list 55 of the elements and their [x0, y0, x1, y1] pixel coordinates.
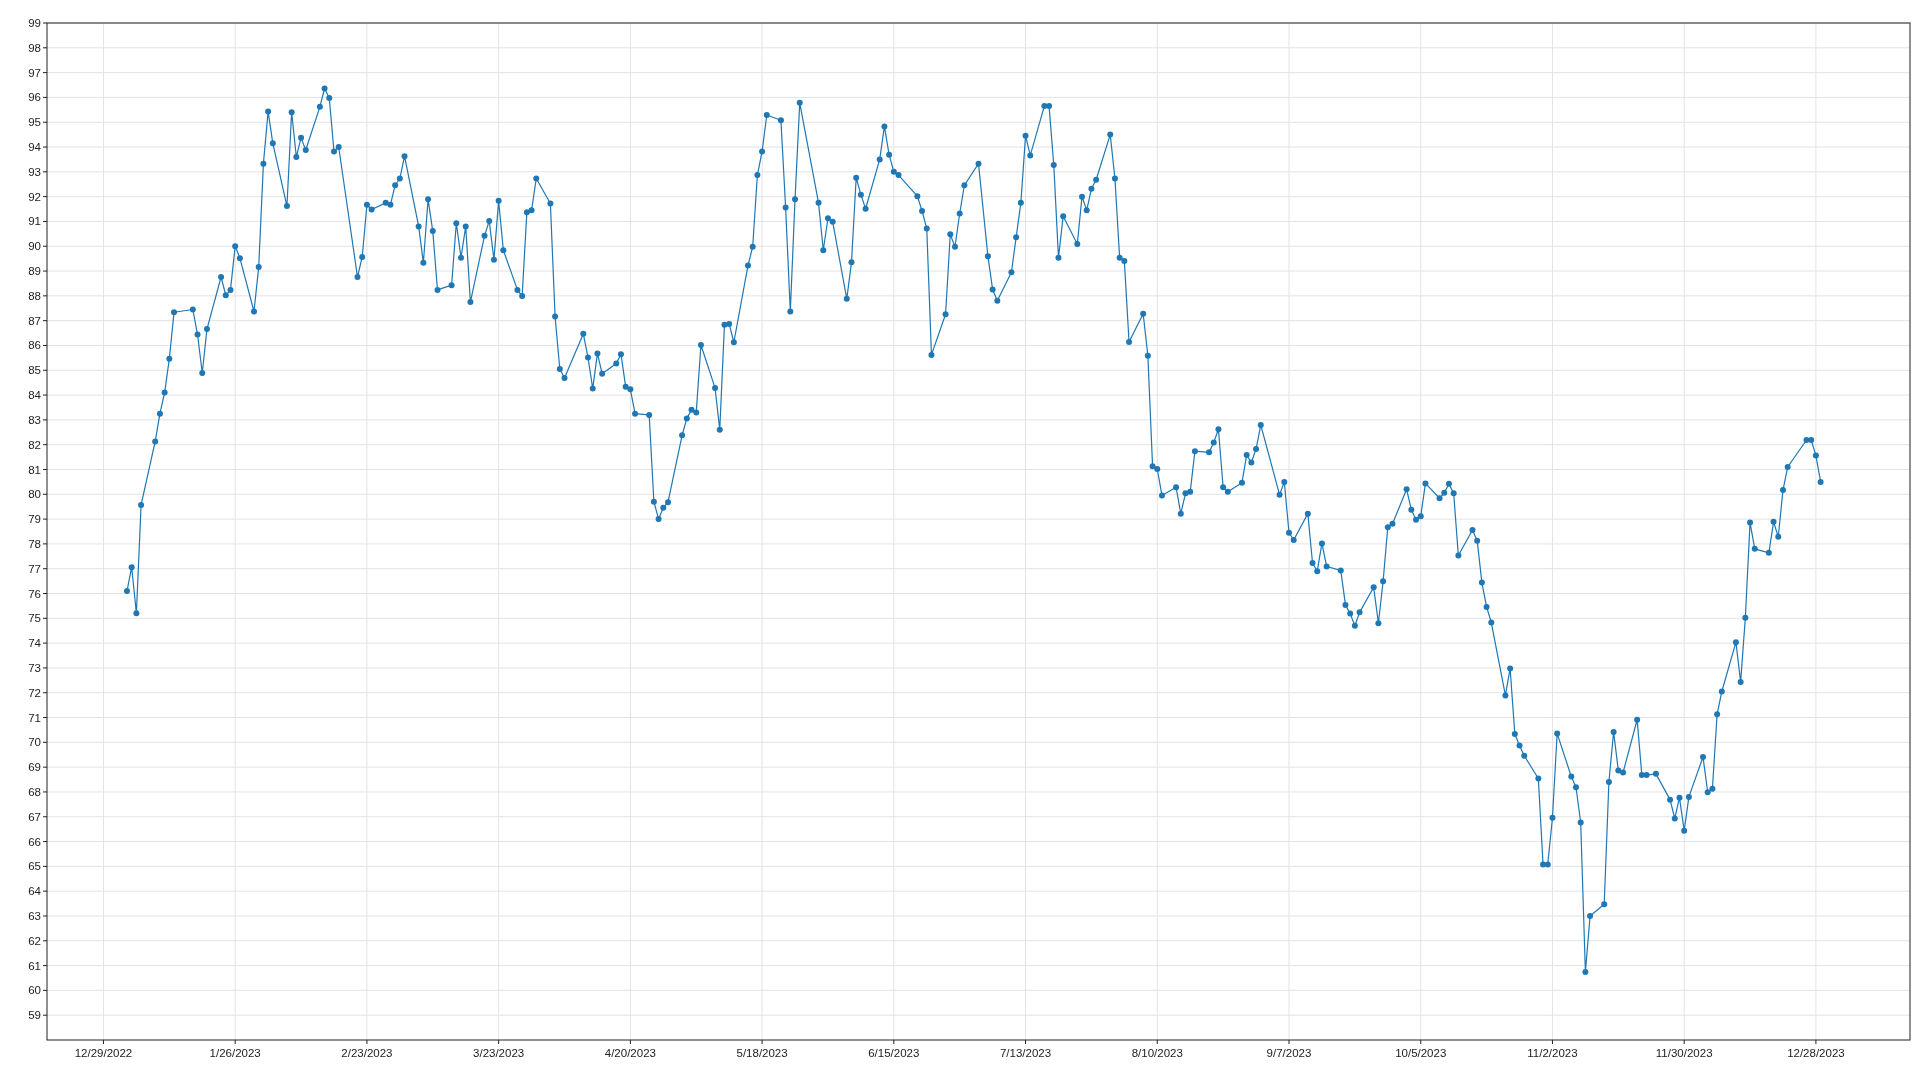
y-tick-label: 94	[28, 141, 42, 154]
y-tick-label: 61	[28, 959, 41, 972]
y-tick-label: 98	[28, 41, 41, 54]
y-tick-label: 93	[28, 165, 41, 178]
y-tick-label: 73	[28, 661, 41, 674]
y-tick-label: 92	[28, 190, 41, 203]
x-tick-label: 5/18/2023	[736, 1047, 788, 1059]
y-tick-label: 74	[28, 637, 42, 650]
y-tick-label: 66	[28, 835, 41, 848]
y-tick-label: 59	[28, 1009, 41, 1022]
x-tick-label: 12/28/2023	[1787, 1047, 1845, 1059]
y-tick-label: 90	[28, 240, 41, 253]
y-tick-label: 60	[28, 984, 41, 997]
x-tick-label: 4/20/2023	[604, 1047, 656, 1059]
y-tick-label: 69	[28, 761, 41, 774]
y-tick-label: 84	[28, 389, 42, 402]
y-tick-label: 88	[28, 289, 41, 302]
y-tick-label: 67	[28, 810, 41, 823]
y-tick-label: 62	[28, 934, 41, 947]
y-tick-label: 83	[28, 413, 41, 426]
y-tick-label: 81	[28, 463, 41, 476]
x-tick-label: 10/5/2023	[1395, 1047, 1447, 1059]
x-tick-label: 7/13/2023	[999, 1047, 1052, 1059]
y-tick-label: 72	[28, 686, 41, 699]
y-tick-label: 76	[28, 587, 41, 600]
x-tick-label: 9/7/2023	[1266, 1047, 1312, 1059]
y-tick-label: 77	[28, 562, 41, 575]
y-tick-label: 99	[28, 17, 41, 30]
y-tick-label: 68	[28, 785, 41, 798]
y-tick-label: 95	[28, 116, 41, 129]
y-tick-label: 63	[28, 910, 41, 922]
y-tick-label: 71	[28, 711, 41, 724]
y-tick-label: 75	[28, 612, 41, 625]
x-tick-label: 11/30/2023	[1655, 1047, 1713, 1059]
y-tick-label: 82	[28, 438, 41, 451]
x-tick-label: 11/2/2023	[1527, 1047, 1578, 1059]
y-tick-label: 85	[28, 364, 41, 377]
y-tick-label: 97	[28, 66, 41, 79]
x-tick-label: 3/23/2023	[473, 1047, 525, 1059]
x-tick-label: 1/26/2023	[209, 1047, 261, 1059]
x-tick-label: 8/10/2023	[1131, 1047, 1183, 1059]
x-tick-label: 2/23/2023	[341, 1047, 393, 1059]
y-tick-label: 89	[28, 265, 41, 278]
x-tick-label: 12/29/2022	[74, 1047, 133, 1059]
y-tick-label: 79	[28, 513, 41, 526]
y-tick-label: 91	[28, 215, 41, 228]
y-tick-label: 70	[28, 736, 41, 749]
y-tick-label: 80	[28, 488, 41, 501]
y-tick-label: 87	[28, 314, 41, 327]
y-tick-label: 78	[28, 537, 41, 550]
y-tick-label: 96	[28, 91, 41, 104]
y-tick-label: 64	[28, 885, 42, 898]
y-tick-label: 65	[28, 860, 41, 873]
y-tick-label: 86	[28, 339, 41, 352]
x-tick-label: 6/15/2023	[868, 1047, 920, 1059]
